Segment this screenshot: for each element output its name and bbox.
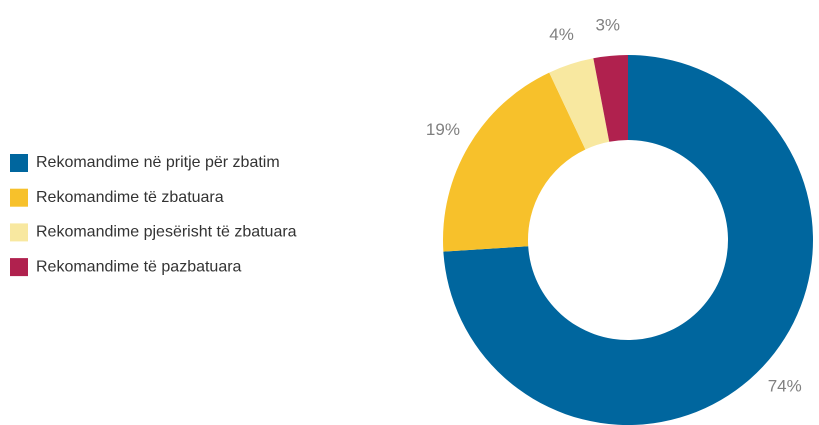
data-label: 3% (595, 15, 620, 34)
legend-swatch (10, 223, 28, 242)
legend-label: Rekomandime pjesërisht të zbatuara (36, 224, 297, 241)
legend-swatch (10, 258, 28, 277)
data-label: 74% (768, 377, 802, 396)
legend-swatch (10, 188, 28, 207)
data-label: 4% (549, 25, 574, 44)
data-label: 19% (426, 120, 460, 139)
donut-slice (443, 72, 586, 252)
donut-slice (593, 55, 628, 142)
legend-swatch (10, 154, 28, 172)
legend-label: Rekomandime në pritje për zbatim (36, 154, 280, 171)
legend-label: Rekomandime të zbatuara (36, 189, 224, 206)
donut-slice (443, 55, 813, 425)
legend-label: Rekomandime të pazbatuara (36, 258, 242, 275)
donut-slice (549, 58, 610, 150)
